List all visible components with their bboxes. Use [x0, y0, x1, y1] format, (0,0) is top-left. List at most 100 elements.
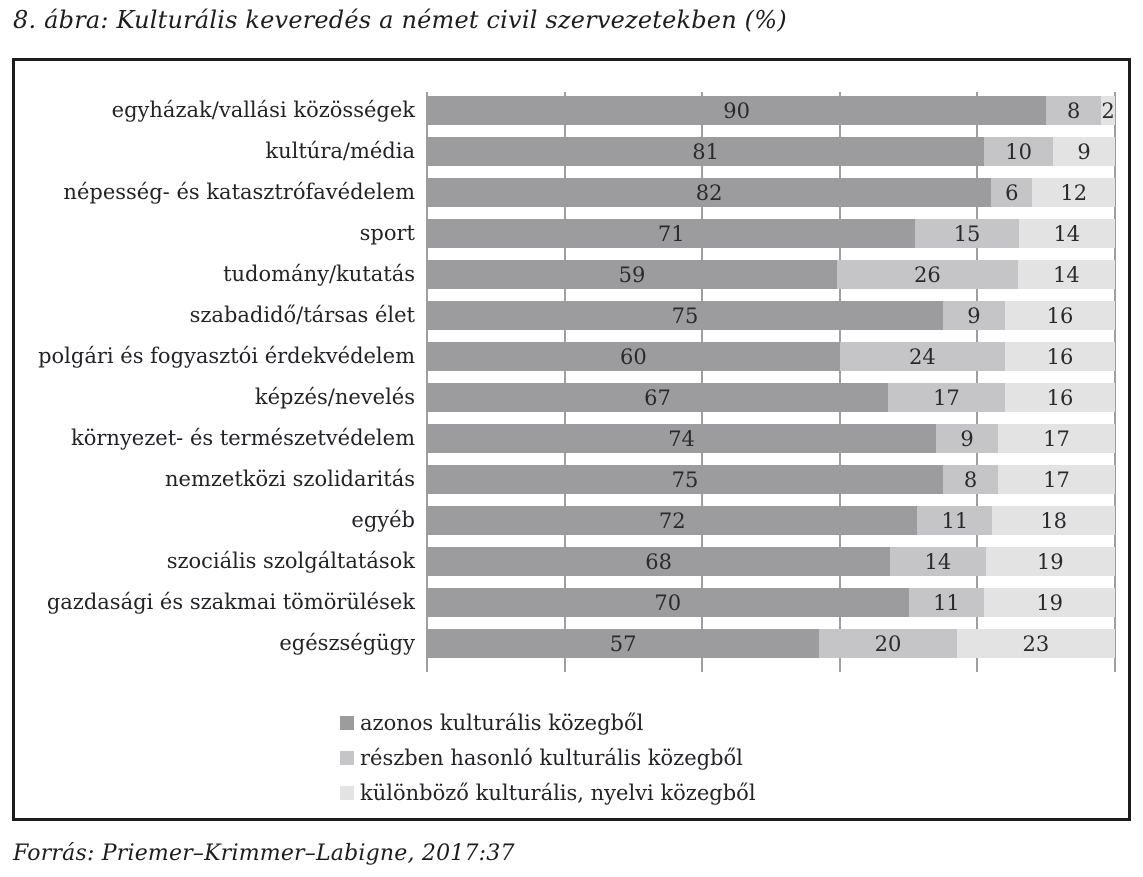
gridlines	[15, 92, 1116, 672]
gridline	[838, 92, 841, 672]
legend-swatch-icon	[340, 750, 354, 765]
bar-track: 67 17 16	[427, 383, 1115, 412]
bar-segment-different: 18	[992, 506, 1115, 535]
bar-segment-same: 74	[427, 424, 937, 453]
value-label: 8	[963, 467, 978, 492]
legend-item: részben hasonló kulturális közegből	[340, 740, 1128, 775]
category-label: környezet- és természetvédelem	[71, 426, 415, 450]
value-label: 12	[1060, 180, 1088, 205]
value-label: 68	[645, 549, 672, 574]
bar-segment-same: 60	[427, 342, 840, 371]
legend-item: különböző kulturális, nyelvi közegből	[340, 775, 1128, 810]
bar-segment-same: 67	[427, 383, 888, 412]
bar-track: 59 26 14	[427, 260, 1115, 289]
value-label: 57	[609, 631, 637, 656]
gridline	[701, 92, 704, 672]
category-label: képzés/nevelés	[254, 385, 415, 409]
bar-segment-different: 23	[956, 629, 1115, 658]
bar-segment-same: 72	[427, 506, 918, 535]
bar-segment-different: 9	[1053, 137, 1115, 166]
bar-track: 75 9 16	[427, 301, 1115, 330]
value-label: 17	[1043, 426, 1070, 451]
bar-segment-different: 19	[984, 588, 1115, 617]
category-label: egyházak/vallási közösségek	[111, 98, 415, 122]
value-label: 18	[1040, 508, 1068, 533]
value-label: 10	[1005, 139, 1033, 164]
legend-item: azonos kulturális közegből	[340, 705, 1128, 740]
bar-segment-partial: 8	[943, 465, 999, 494]
value-label: 23	[1022, 631, 1050, 656]
bar-segment-different: 14	[1017, 260, 1115, 289]
chart-row: környezet- és természetvédelem 74 9 17	[15, 424, 1115, 453]
plot-area: egyházak/vallási közösségek 90 8 2 kultúra/m…	[15, 92, 1116, 672]
gridline	[1114, 92, 1116, 672]
category-label: egyéb	[351, 508, 415, 532]
bar-segment-same: 75	[427, 301, 943, 330]
bar-segment-different: 16	[1004, 301, 1115, 330]
value-label: 26	[913, 262, 941, 287]
chart-row: polgári és fogyasztói érdekvédelem 60 24 16	[15, 342, 1115, 371]
bar-rows: egyházak/vallási közösségek 90 8 2 kultúra/m…	[15, 96, 1115, 658]
value-label: 9	[960, 426, 974, 451]
bar-segment-partial: 17	[887, 383, 1005, 412]
chart-row: sport 71 15 14	[15, 219, 1115, 248]
bar-track: 57 20 23	[427, 629, 1115, 658]
value-label: 17	[1043, 467, 1070, 492]
chart-row: egyéb 72 11 18	[15, 506, 1115, 535]
bar-segment-different: 2	[1101, 96, 1115, 125]
chart-row: tudomány/kutatás 59 26 14	[15, 260, 1115, 289]
bar-segment-different: 16	[1004, 383, 1115, 412]
category-label: egészségügy	[279, 631, 415, 655]
bar-segment-partial: 20	[819, 629, 957, 658]
bar-segment-same: 81	[427, 137, 985, 166]
bar-track: 90 8 2	[427, 96, 1115, 125]
bar-segment-partial: 26	[837, 260, 1018, 289]
value-label: 60	[620, 344, 647, 369]
bar-track: 81 10 9	[427, 137, 1115, 166]
category-label: polgári és fogyasztói érdekvédelem	[38, 344, 415, 368]
chart-row: szociális szolgáltatások 68 14 19	[15, 547, 1115, 576]
value-label: 67	[644, 385, 671, 410]
bar-track: 68 14 19	[427, 547, 1115, 576]
category-label: tudomány/kutatás	[223, 262, 415, 286]
bar-segment-partial: 11	[908, 588, 985, 617]
bar-segment-same: 59	[427, 260, 838, 289]
bar-segment-partial: 24	[839, 342, 1005, 371]
value-label: 19	[1036, 549, 1064, 574]
bar-segment-same: 75	[427, 465, 943, 494]
bar-segment-different: 17	[998, 465, 1115, 494]
bar-segment-different: 16	[1004, 342, 1115, 371]
bar-track: 70 11 19	[427, 588, 1115, 617]
bar-segment-same: 57	[427, 629, 820, 658]
category-label: sport	[359, 221, 415, 245]
value-label: 82	[695, 180, 723, 205]
bar-segment-different: 17	[998, 424, 1115, 453]
category-label: gazdasági és szakmai tömörülések	[46, 590, 415, 614]
category-label: szabadidő/társas élet	[189, 303, 415, 327]
chart-frame: egyházak/vallási közösségek 90 8 2 kultúra/m…	[12, 58, 1131, 821]
chart-row: nemzetközi szolidaritás 75 8 17	[15, 465, 1115, 494]
value-label: 74	[668, 426, 695, 451]
value-label: 9	[1077, 139, 1091, 164]
value-label: 59	[618, 262, 646, 287]
value-label: 75	[671, 303, 699, 328]
bar-segment-same: 82	[427, 178, 992, 207]
value-label: 20	[874, 631, 902, 656]
legend-label: részben hasonló kulturális közegből	[360, 745, 743, 770]
value-label: 11	[941, 508, 969, 533]
figure-title: 8. ábra: Kulturális keveredés a német ci…	[13, 6, 787, 34]
value-label: 17	[933, 385, 960, 410]
bar-segment-same: 90	[427, 96, 1047, 125]
bar-track: 60 24 16	[427, 342, 1115, 371]
bar-segment-same: 70	[427, 588, 909, 617]
category-label: szociális szolgáltatások	[166, 549, 415, 573]
bar-track: 72 11 18	[427, 506, 1115, 535]
bar-segment-different: 12	[1032, 178, 1115, 207]
chart-row: gazdasági és szakmai tömörülések 70 11 19	[15, 588, 1115, 617]
bar-segment-different: 14	[1018, 219, 1115, 248]
value-label: 90	[723, 98, 750, 123]
value-label: 8	[1067, 98, 1081, 123]
value-label: 2	[1101, 98, 1115, 123]
value-label: 70	[654, 590, 682, 615]
